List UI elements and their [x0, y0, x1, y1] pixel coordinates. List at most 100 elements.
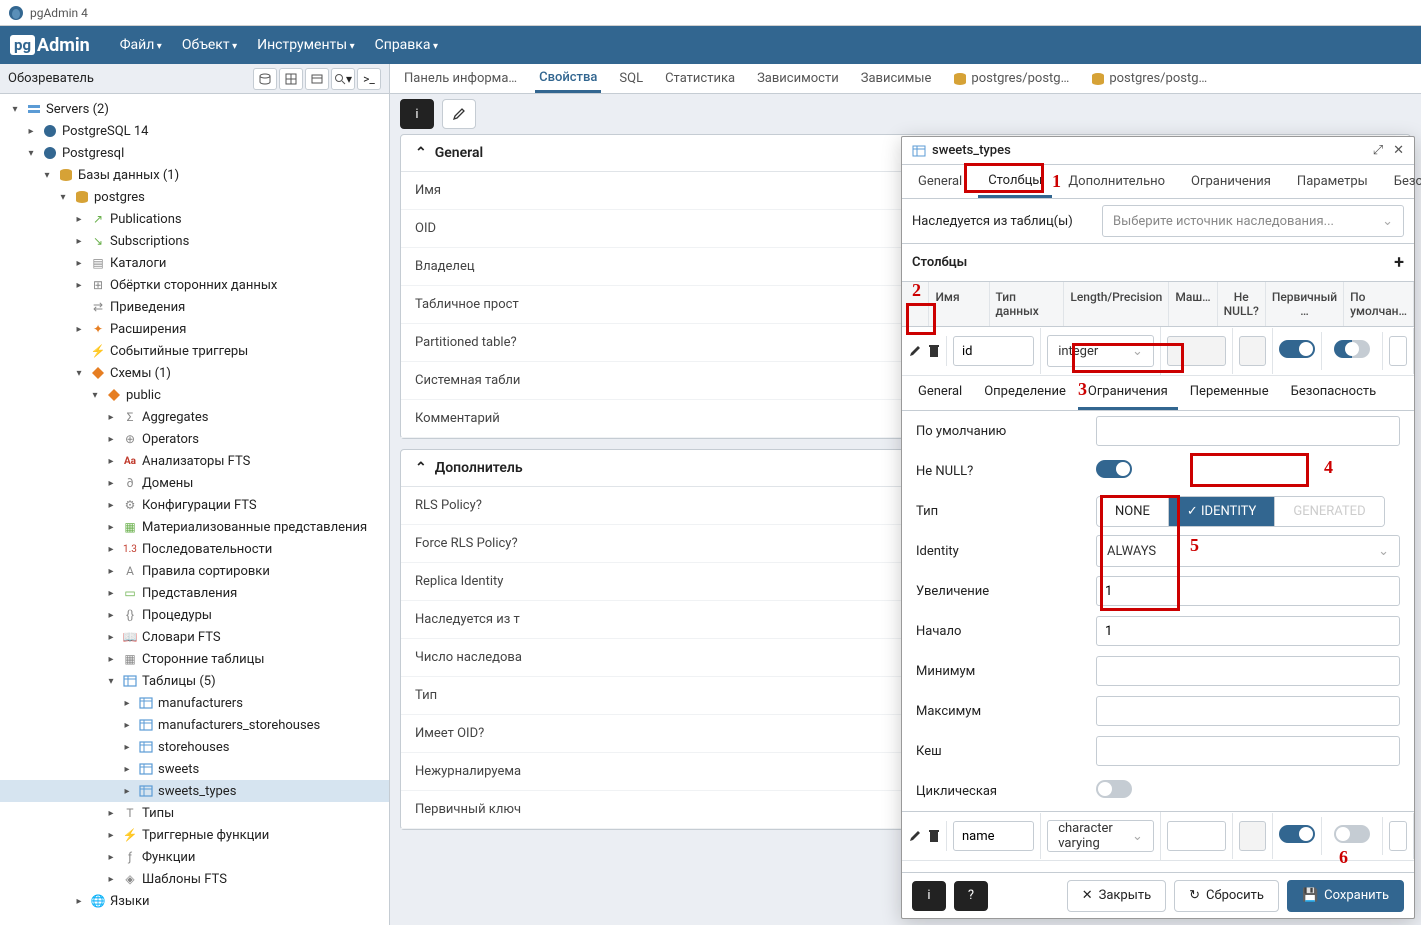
object-tree[interactable]: ▾Servers (2)▸PostgreSQL 14▾Postgresql▾Ба… — [0, 94, 389, 925]
tree-node[interactable]: ▸↘Subscriptions — [0, 230, 389, 252]
tree-node[interactable]: ▸▤Каталоги — [0, 252, 389, 274]
tree-node[interactable]: ▸◈Шаблоны FTS — [0, 868, 389, 890]
menu-tools[interactable]: Инструменты — [247, 37, 365, 53]
tab-session-2[interactable]: postgres/postg… — [1087, 66, 1211, 91]
delete-column-icon[interactable] — [928, 344, 940, 358]
tree-node[interactable]: ▸TТипы — [0, 802, 389, 824]
col-scale-input[interactable] — [1239, 336, 1265, 366]
tree-node[interactable]: ▸AaАнализаторы FTS — [0, 450, 389, 472]
tab-session-1[interactable]: postgres/postg… — [949, 66, 1073, 91]
browser-tool-search[interactable]: ▾ — [331, 68, 355, 90]
cycle-toggle[interactable] — [1096, 780, 1132, 798]
dtab-security[interactable]: Безопасность — [1384, 167, 1421, 196]
tree-node[interactable]: ▸ΣAggregates — [0, 406, 389, 428]
browser-tool-grid[interactable] — [279, 68, 303, 90]
browser-tool-1[interactable] — [253, 68, 277, 90]
tree-node[interactable]: ▸ƒФункции — [0, 846, 389, 868]
tree-node[interactable]: ▸AПравила сортировки — [0, 560, 389, 582]
col2-pk-toggle[interactable] — [1334, 825, 1370, 843]
tree-node[interactable]: ▸⊞Обёртки сторонних данных — [0, 274, 389, 296]
col2-null-toggle[interactable] — [1279, 825, 1315, 843]
tree-node[interactable]: ▸⚙Конфигурации FTS — [0, 494, 389, 516]
cache-input[interactable] — [1096, 736, 1400, 766]
tree-node[interactable]: ▸{}Процедуры — [0, 604, 389, 626]
browser-tool-term[interactable]: >_ — [357, 68, 381, 90]
tree-node[interactable]: ▸manufacturers_storehouses — [0, 714, 389, 736]
max-input[interactable] — [1096, 696, 1400, 726]
tab-dependents[interactable]: Зависимые — [857, 66, 936, 91]
subtab-definition[interactable]: Определение — [974, 376, 1076, 410]
tree-node[interactable]: ▸storehouses — [0, 736, 389, 758]
increment-input[interactable] — [1096, 576, 1400, 606]
menu-help[interactable]: Справка — [365, 37, 448, 53]
tree-node[interactable]: ▸▭Представления — [0, 582, 389, 604]
tree-node[interactable]: ▸sweets_types — [0, 780, 389, 802]
tree-node[interactable]: ▸✦Расширения — [0, 318, 389, 340]
dialog-close-icon[interactable]: ✕ — [1393, 143, 1404, 158]
tree-node[interactable]: ⚡Событийные триггеры — [0, 340, 389, 362]
reset-button[interactable]: ↻ Сбросить — [1174, 880, 1279, 912]
notnull-toggle[interactable] — [1096, 460, 1132, 478]
save-button[interactable]: 💾 Сохранить — [1287, 880, 1404, 912]
identity-select[interactable]: ALWAYS⌄ — [1096, 535, 1400, 567]
col2-type-select[interactable]: character varying⌄ — [1047, 820, 1154, 852]
col-type-select[interactable]: integer⌄ — [1047, 335, 1154, 367]
dtab-general[interactable]: General — [908, 167, 972, 196]
type-none[interactable]: NONE — [1097, 497, 1169, 526]
tree-node[interactable]: ▸▦Материализованные представления — [0, 516, 389, 538]
tree-node[interactable]: ▸1.3Последовательности — [0, 538, 389, 560]
tree-node[interactable]: ▾Схемы (1) — [0, 362, 389, 384]
tree-node[interactable]: ▸🌐Языки — [0, 890, 389, 912]
type-generated[interactable]: GENERATED — [1275, 497, 1383, 526]
tab-dashboard[interactable]: Панель информа… — [400, 66, 521, 91]
edit-column-icon[interactable] — [908, 344, 922, 358]
tree-node[interactable]: ▸📖Словари FTS — [0, 626, 389, 648]
close-button[interactable]: ✕ Закрыть — [1067, 880, 1166, 912]
dtab-parameters[interactable]: Параметры — [1287, 167, 1378, 196]
subtab-constraints[interactable]: Ограничения — [1078, 376, 1178, 410]
col-pk-toggle[interactable] — [1334, 340, 1370, 358]
tree-node[interactable]: ▸manufacturers — [0, 692, 389, 714]
add-column-button[interactable]: + — [1394, 252, 1404, 273]
tree-node[interactable]: ▾Servers (2) — [0, 98, 389, 120]
menu-file[interactable]: Файл — [110, 37, 172, 53]
subtab-general[interactable]: General — [908, 376, 972, 410]
tree-node[interactable]: ▾postgres — [0, 186, 389, 208]
browser-tool-3[interactable] — [305, 68, 329, 90]
menu-object[interactable]: Объект — [172, 37, 247, 53]
col-len-input[interactable] — [1167, 336, 1226, 366]
tree-node[interactable]: ▸▦Сторонние таблицы — [0, 648, 389, 670]
tree-node[interactable]: ▸↗Publications — [0, 208, 389, 230]
tree-node[interactable]: ⇄Приведения — [0, 296, 389, 318]
tree-node[interactable]: ▾Таблицы (5) — [0, 670, 389, 692]
dialog-expand-icon[interactable]: ⤢ — [1373, 143, 1383, 158]
default-input[interactable] — [1096, 416, 1400, 446]
dlg-info-button[interactable]: i — [912, 881, 946, 911]
dtab-columns[interactable]: Столбцы — [978, 166, 1052, 198]
tree-node[interactable]: ▸PostgreSQL 14 — [0, 120, 389, 142]
tree-node[interactable]: ▾Базы данных (1) — [0, 164, 389, 186]
start-input[interactable] — [1096, 616, 1400, 646]
tree-node[interactable]: ▸∂Домены — [0, 472, 389, 494]
min-input[interactable] — [1096, 656, 1400, 686]
subtab-security[interactable]: Безопасность — [1281, 376, 1387, 410]
col-default-input[interactable] — [1389, 336, 1407, 366]
subtab-variables[interactable]: Переменные — [1180, 376, 1279, 410]
col-null-toggle[interactable] — [1279, 340, 1315, 358]
col2-name-input[interactable] — [953, 821, 1034, 851]
dtab-constraints[interactable]: Ограничения — [1181, 167, 1281, 196]
col-name-input[interactable] — [953, 336, 1034, 366]
delete-column-icon-2[interactable] — [928, 829, 940, 843]
col2-len-input[interactable] — [1167, 821, 1226, 851]
tab-properties[interactable]: Свойства — [535, 65, 601, 93]
tree-node[interactable]: ▸sweets — [0, 758, 389, 780]
edit-column-icon-2[interactable] — [908, 829, 922, 843]
col2-scale-input[interactable] — [1239, 821, 1265, 851]
dlg-help-button[interactable]: ? — [954, 881, 988, 911]
col2-default-input[interactable] — [1389, 821, 1407, 851]
inherit-select[interactable]: Выберите источник наследования...⌄ — [1102, 205, 1404, 237]
edit-button[interactable] — [442, 99, 476, 129]
tab-stats[interactable]: Статистика — [661, 66, 739, 91]
tab-sql[interactable]: SQL — [615, 66, 647, 91]
dtab-advanced[interactable]: Дополнительно — [1058, 167, 1175, 196]
